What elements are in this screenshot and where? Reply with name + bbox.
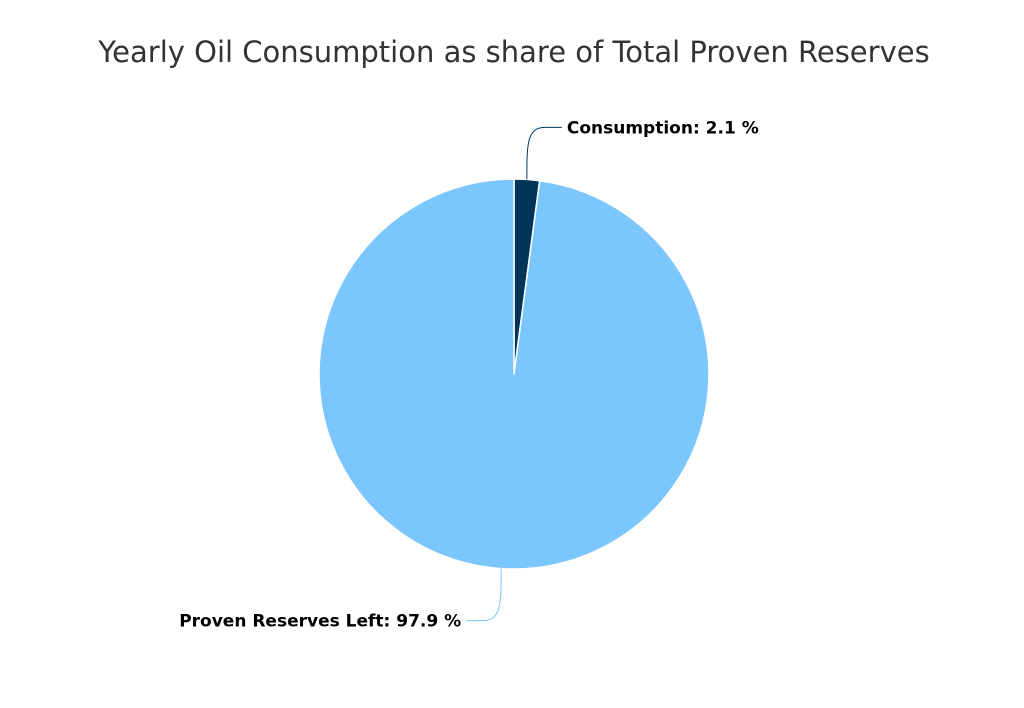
pie-slices [318,178,710,570]
connector-line-0 [526,126,562,180]
data-label-1: Proven Reserves Left: 97.9 % [179,612,461,632]
connector-line-1 [466,568,502,622]
pie-slice-1[interactable] [318,178,710,570]
chart-title: Yearly Oil Consumption as share of Total… [97,35,929,69]
data-label-0: Consumption: 2.1 % [567,118,759,138]
data-labels: Consumption: 2.1 % Proven Reserves Left: … [179,118,759,631]
